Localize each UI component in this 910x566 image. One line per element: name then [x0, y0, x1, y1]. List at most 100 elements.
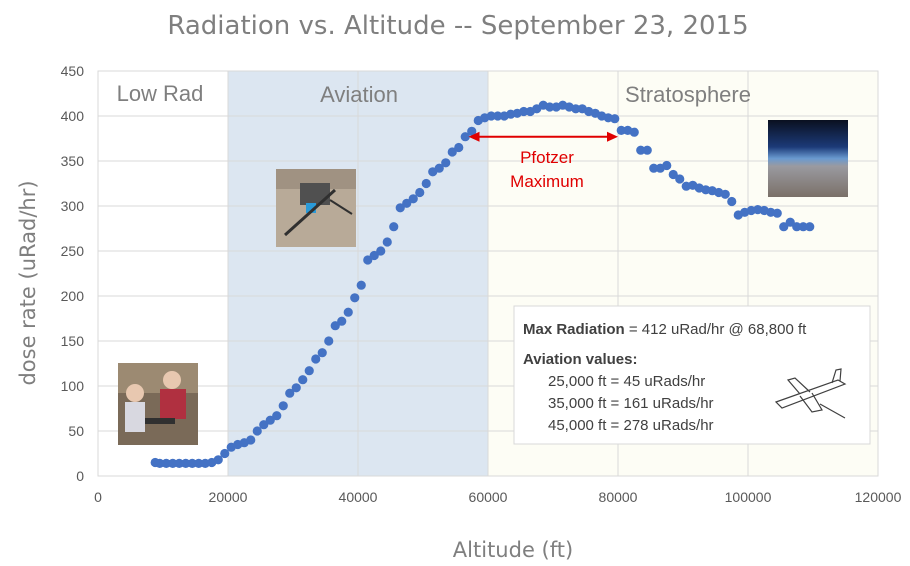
- data-point-61: [545, 102, 555, 112]
- data-point-25: [311, 354, 321, 364]
- y-axis-ticks: 0 50 100 150 200 250 300 350 400 450: [61, 63, 85, 484]
- chart-title: Radiation vs. Altitude -- September 23, …: [167, 11, 748, 41]
- data-point-39: [402, 198, 412, 208]
- x-tick-label-5: 100000: [725, 489, 772, 505]
- data-point-30: [343, 307, 353, 317]
- data-point-80: [668, 169, 678, 180]
- data-point-46: [447, 147, 457, 157]
- y-tick-label-9: 450: [61, 63, 85, 79]
- info-aviation-line-2: 35,000 ft = 161 uRads/hr: [548, 395, 714, 412]
- y-tick-label-5: 250: [61, 243, 85, 259]
- annotation-pfotzer: Pfotzer: [520, 148, 574, 167]
- data-point-28: [330, 321, 340, 331]
- annotation-maximum: Maximum: [510, 172, 584, 191]
- x-tick-label-4: 80000: [599, 489, 638, 505]
- y-tick-label-4: 200: [61, 288, 85, 304]
- data-point-3: [168, 458, 178, 468]
- info-box: Max Radiation = 412 uRad/hr @ 68,800 ft …: [513, 305, 871, 445]
- data-point-74: [629, 127, 639, 137]
- data-point-72: [616, 125, 626, 135]
- x-tick-label-6: 120000: [855, 489, 902, 505]
- data-point-100: [798, 222, 808, 232]
- info-aviation-line-3: 45,000 ft = 278 uRads/hr: [548, 417, 714, 434]
- data-point-96: [772, 208, 782, 218]
- info-max-line: Max Radiation = 412 uRad/hr @ 68,800 ft: [523, 321, 807, 338]
- data-point-23: [298, 375, 308, 385]
- photo-earth-from-space: [768, 120, 848, 197]
- data-point-49: [467, 126, 477, 136]
- data-point-21: [285, 388, 295, 398]
- data-point-42: [421, 178, 431, 189]
- data-point-15: [246, 435, 256, 445]
- data-point-65: [571, 104, 581, 114]
- data-point-5: [181, 458, 191, 468]
- x-tick-label-0: 0: [94, 489, 102, 505]
- region-label-low-rad: Low Rad: [117, 81, 204, 106]
- data-point-38: [395, 203, 405, 213]
- data-point-37: [389, 222, 399, 232]
- data-point-26: [317, 348, 327, 358]
- data-point-32: [356, 280, 366, 290]
- data-point-53: [493, 111, 503, 121]
- y-axis-label: dose rate (uRad/hr): [16, 180, 40, 385]
- data-point-4: [174, 458, 184, 468]
- photo-payload: [276, 169, 356, 247]
- y-tick-label-1: 50: [68, 423, 84, 439]
- data-point-27: [324, 336, 334, 346]
- plot-area-border: [97, 70, 879, 477]
- data-point-88: [720, 189, 730, 199]
- data-point-45: [441, 158, 451, 168]
- data-point-71: [610, 114, 620, 124]
- x-axis-ticks: 0 20000 40000 60000 80000 100000 120000: [94, 489, 901, 505]
- data-points: [150, 100, 815, 468]
- info-max-label: Max Radiation: [523, 321, 625, 338]
- data-point-36: [382, 237, 392, 247]
- data-point-81: [675, 174, 685, 184]
- x-tick-label-2: 40000: [339, 489, 378, 505]
- y-tick-label-7: 350: [61, 153, 85, 169]
- photo-people: [118, 363, 198, 445]
- x-tick-label-3: 60000: [469, 489, 508, 505]
- data-point-48: [460, 132, 470, 142]
- info-max-value: = 412 uRad/hr @ 68,800 ft: [625, 321, 807, 338]
- y-tick-label-8: 400: [61, 108, 85, 124]
- data-point-77: [649, 163, 659, 173]
- y-tick-label-3: 150: [61, 333, 85, 349]
- y-tick-label-0: 0: [76, 468, 84, 484]
- data-point-33: [363, 255, 373, 265]
- data-point-2: [161, 458, 171, 468]
- y-tick-label-2: 100: [61, 378, 85, 394]
- data-point-75: [636, 145, 646, 155]
- x-axis-label: Altitude (ft): [453, 538, 573, 562]
- data-point-97: [779, 222, 789, 232]
- data-point-41: [415, 187, 425, 198]
- data-point-101: [805, 222, 815, 232]
- data-point-35: [376, 246, 386, 256]
- data-point-24: [304, 366, 314, 376]
- data-point-29: [337, 316, 347, 326]
- data-point-20: [278, 401, 288, 411]
- data-point-34: [369, 250, 379, 261]
- data-point-6: [187, 458, 197, 468]
- data-point-40: [408, 194, 418, 204]
- data-point-76: [642, 145, 652, 155]
- data-point-22: [291, 383, 301, 393]
- data-point-52: [486, 111, 496, 121]
- region-label-stratosphere: Stratosphere: [625, 82, 751, 107]
- pfotzer-arrow: [468, 131, 618, 142]
- y-tick-label-6: 300: [61, 198, 85, 214]
- data-point-79: [662, 160, 672, 171]
- data-point-99: [792, 222, 802, 232]
- data-point-11: [220, 448, 230, 459]
- region-label-aviation: Aviation: [320, 82, 398, 107]
- data-point-98: [785, 217, 795, 227]
- info-aviation-heading: Aviation values:: [523, 351, 637, 368]
- data-point-10: [213, 455, 223, 465]
- data-point-18: [265, 415, 275, 425]
- data-point-1: [155, 458, 165, 468]
- data-point-57: [519, 106, 529, 117]
- data-point-16: [252, 426, 262, 436]
- data-point-31: [350, 293, 360, 303]
- info-aviation-line-1: 25,000 ft = 45 uRads/hr: [548, 373, 705, 390]
